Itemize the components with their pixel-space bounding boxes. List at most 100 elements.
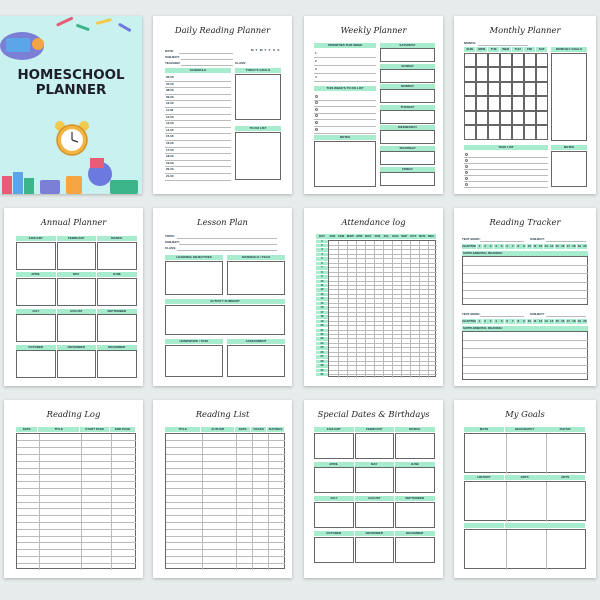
chapter-number[interactable]: 3 (488, 319, 494, 324)
priority-row[interactable]: 1 (314, 49, 376, 58)
chapter-number[interactable]: 16 (560, 319, 566, 324)
calendar-cell[interactable] (500, 110, 512, 125)
materials-box[interactable] (227, 261, 285, 295)
calendar-cell[interactable] (464, 67, 476, 82)
task-row[interactable] (464, 151, 548, 158)
goal-box-row[interactable] (464, 480, 586, 522)
month-box[interactable] (56, 314, 96, 343)
chapter-number[interactable]: 13 (543, 319, 549, 324)
calendar-cell[interactable] (476, 110, 488, 125)
calendar-cell[interactable] (464, 52, 476, 67)
schedule-row[interactable]: 13.00 (165, 120, 231, 128)
month-box[interactable] (354, 467, 394, 494)
chapter-number[interactable]: 6 (504, 319, 510, 324)
schedule-row[interactable]: 21.00 (165, 173, 231, 181)
chapter-number[interactable]: 1 (477, 244, 482, 249)
calendar-cell[interactable] (476, 81, 488, 96)
schedule-row[interactable]: 12.00 (165, 114, 231, 122)
schedule-row[interactable]: 14.00 (165, 127, 231, 135)
goal-box-row[interactable] (464, 528, 586, 570)
schedule-row[interactable]: 06.00 (165, 74, 231, 82)
chapter-number[interactable]: 11 (532, 319, 538, 324)
task-checkbox[interactable] (465, 164, 468, 168)
todo-checkbox[interactable] (315, 94, 318, 98)
calendar-cell[interactable] (536, 67, 548, 82)
table-body[interactable] (165, 432, 285, 570)
calendar-cell[interactable] (500, 81, 512, 96)
calendar-cell[interactable] (536, 96, 548, 111)
chapter-number[interactable]: 4 (493, 244, 499, 249)
todays-goals-box[interactable] (235, 74, 281, 120)
calendar-cell[interactable] (524, 52, 536, 67)
month-box[interactable] (16, 241, 56, 270)
task-checkbox[interactable] (465, 170, 468, 174)
chapter-number[interactable]: 4 (493, 319, 499, 324)
day-box[interactable] (380, 151, 435, 165)
schedule-row[interactable]: 18.00 (165, 153, 231, 161)
attendance-grid[interactable] (328, 239, 437, 379)
schedule-row[interactable]: 19.00 (165, 160, 231, 168)
calendar-cell[interactable] (512, 110, 524, 125)
calendar-cell[interactable] (536, 110, 548, 125)
month-box[interactable] (16, 314, 56, 343)
calendar-cell[interactable] (536, 125, 548, 140)
monthly-goals-box[interactable] (551, 53, 587, 141)
calendar-cell[interactable] (488, 125, 500, 140)
month-box[interactable] (314, 501, 354, 528)
task-row[interactable] (464, 175, 548, 182)
chapter-number[interactable]: 11 (532, 244, 538, 249)
calendar-cell[interactable] (488, 96, 500, 111)
chapter-number[interactable]: 5 (499, 244, 505, 249)
day-box[interactable] (380, 109, 435, 124)
calendar-cell[interactable] (488, 52, 500, 67)
schedule-row[interactable]: 07.00 (165, 81, 231, 89)
month-box[interactable] (56, 241, 96, 270)
priority-row[interactable]: 3 (314, 65, 376, 74)
supplemental-reading-box[interactable] (462, 256, 588, 305)
month-box[interactable] (314, 536, 354, 563)
chapter-number[interactable]: 9 (521, 319, 527, 324)
task-checkbox[interactable] (465, 152, 468, 156)
month-line[interactable] (478, 45, 528, 46)
chapter-number[interactable]: 12 (538, 319, 544, 324)
chapter-number[interactable]: 12 (538, 244, 544, 249)
schedule-row[interactable]: 10.00 (165, 100, 231, 108)
month-box[interactable] (395, 432, 435, 459)
month-box[interactable] (354, 501, 394, 528)
calendar-cell[interactable] (500, 96, 512, 111)
chapter-number[interactable]: 15 (554, 244, 560, 249)
priority-row[interactable]: 2 (314, 57, 376, 66)
weekday-letter[interactable]: M (251, 48, 254, 52)
todo-row[interactable] (314, 113, 376, 121)
class-line[interactable] (177, 250, 277, 251)
calendar-cell[interactable] (488, 67, 500, 82)
chapter-number[interactable]: 2 (482, 244, 488, 249)
notes-box[interactable] (551, 151, 587, 187)
month-box[interactable] (314, 467, 354, 494)
task-row[interactable] (464, 169, 548, 176)
calendar-cell[interactable] (464, 96, 476, 111)
calendar-cell[interactable] (476, 52, 488, 67)
weekday-letter[interactable]: T (264, 48, 267, 52)
day-box[interactable] (380, 68, 435, 83)
date-line[interactable] (179, 53, 233, 54)
supplemental-reading-box[interactable] (462, 331, 588, 380)
weekday-letter[interactable]: F (268, 48, 271, 52)
calendar-cell[interactable] (512, 96, 524, 111)
chapter-number[interactable]: 13 (543, 244, 549, 249)
chapter-number[interactable]: 19 (576, 244, 582, 249)
chapter-number[interactable]: 3 (488, 244, 494, 249)
subject-line[interactable] (179, 244, 277, 245)
month-box[interactable] (16, 277, 56, 306)
chapter-number[interactable]: 10 (526, 244, 532, 249)
schedule-row[interactable]: 15.00 (165, 133, 231, 141)
chapter-number[interactable]: 7 (510, 319, 516, 324)
calendar-cell[interactable] (464, 125, 476, 140)
month-box[interactable] (97, 350, 137, 379)
todo-checkbox[interactable] (315, 114, 318, 118)
weekday-letter[interactable]: S (273, 48, 276, 52)
month-box[interactable] (354, 432, 394, 459)
calendar-cell[interactable] (500, 125, 512, 140)
schedule-row[interactable]: 17.00 (165, 147, 231, 155)
activity-summary-box[interactable] (165, 305, 285, 335)
